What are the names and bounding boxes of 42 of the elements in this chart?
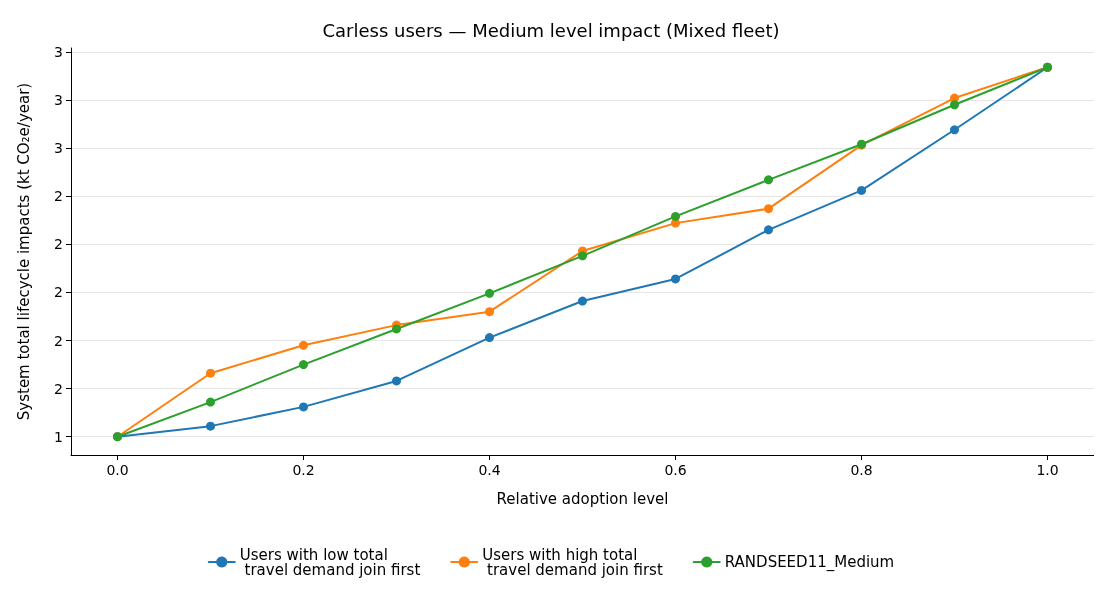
- point: [299, 340, 308, 350]
- y-tick-label: 3: [54, 140, 63, 157]
- point: [299, 402, 308, 412]
- y-tick-label: 2: [54, 284, 63, 301]
- x-tick-label: 0.0: [106, 462, 129, 478]
- point: [950, 125, 959, 135]
- point: [485, 307, 494, 317]
- y-tick-label: 2: [54, 380, 63, 397]
- legend-label: Users with low total travel demand join first: [239, 545, 421, 579]
- legend-label: Users with high total travel demand join first: [482, 545, 663, 579]
- y-tick-label: 3: [54, 43, 63, 60]
- point: [206, 421, 215, 431]
- point: [671, 274, 680, 284]
- point: [206, 397, 215, 407]
- point: [950, 100, 959, 110]
- point: [485, 288, 494, 298]
- y-axis-title: System total lifecycle impacts (kt CO₂e/year): [14, 82, 33, 421]
- y-tick-label: 2: [54, 188, 63, 205]
- x-tick-label: 0.2: [292, 462, 315, 478]
- point: [578, 251, 587, 261]
- point: [671, 211, 680, 221]
- y-tick-label: 2: [54, 332, 63, 349]
- point: [392, 376, 401, 386]
- y-tick-label: 3: [54, 91, 63, 108]
- point: [392, 324, 401, 334]
- y-tick-label: 1: [54, 428, 63, 445]
- chart-title: Carless users — Medium level impact (Mixed fleet): [322, 19, 780, 41]
- x-tick-label: 0.8: [850, 462, 873, 478]
- x-tick-label: 0.4: [478, 462, 501, 478]
- point: [299, 360, 308, 370]
- point: [485, 333, 494, 343]
- x-axis-title: Relative adoption level: [496, 489, 669, 508]
- point: [764, 175, 773, 185]
- x-tick-label: 1.0: [1036, 462, 1059, 478]
- point: [764, 204, 773, 214]
- legend-label: RANDSEED11_Medium: [724, 553, 895, 572]
- point: [206, 368, 215, 378]
- point: [857, 185, 866, 195]
- point: [578, 296, 587, 306]
- x-tick-label: 0.6: [664, 462, 687, 478]
- point: [764, 225, 773, 235]
- y-tick-label: 2: [54, 236, 63, 253]
